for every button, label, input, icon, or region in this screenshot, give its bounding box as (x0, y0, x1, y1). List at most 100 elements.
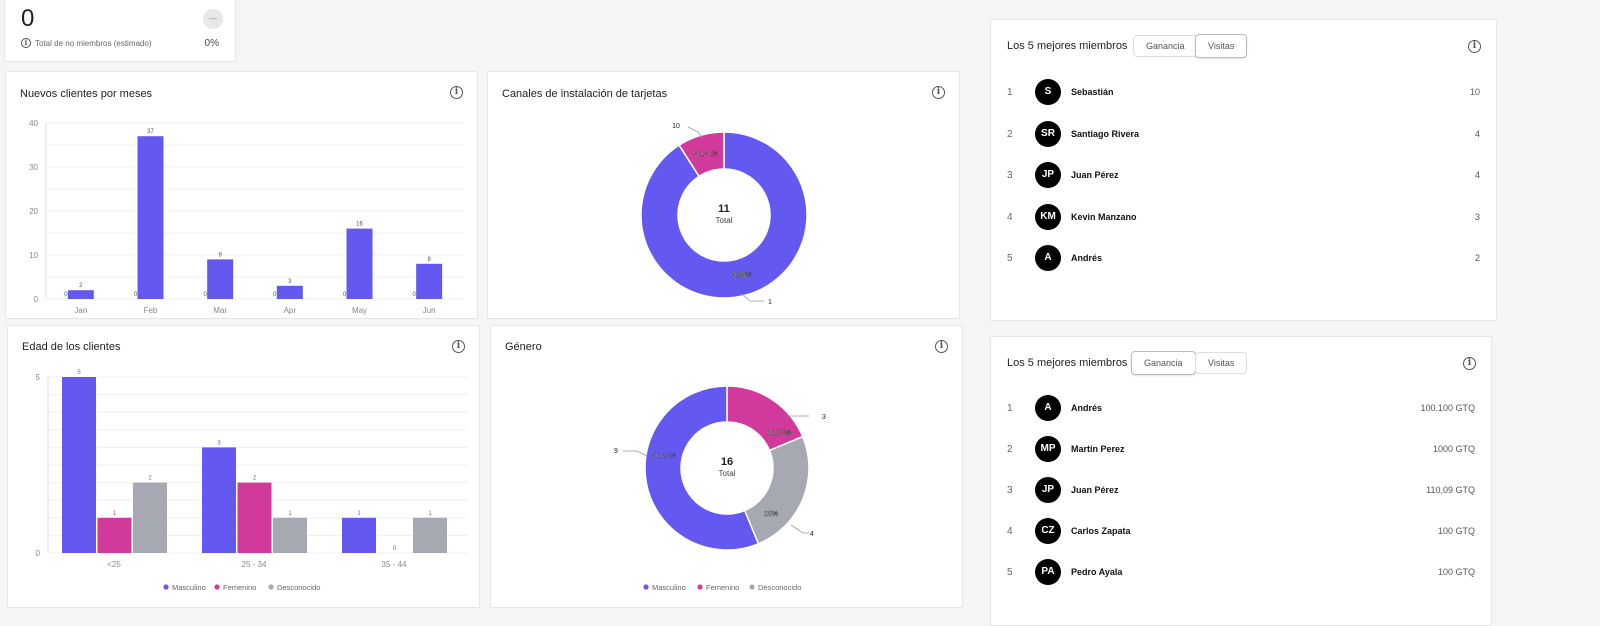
member-rank: 3 (1007, 170, 1013, 181)
card-title: Género (505, 341, 542, 353)
x-tick-label: May (352, 306, 367, 315)
member-rank: 2 (1007, 444, 1013, 455)
member-rank: 1 (1007, 87, 1013, 98)
y-tick-label: 5 (36, 373, 41, 382)
member-rank: 4 (1007, 526, 1013, 537)
non-members-summary-card: 0 — i Total de no miembros (estimado) 0% (4, 0, 236, 62)
x-tick-label: 35 - 44 (382, 560, 407, 569)
data-label: 1 (113, 511, 117, 517)
member-name: Andrés (1071, 253, 1103, 263)
avatar: A (1035, 395, 1061, 421)
slice-count-label: 3 (822, 414, 826, 421)
member-row[interactable]: 1 S Sebastián 10 (991, 79, 1496, 107)
member-name: Carlos Zapata (1071, 526, 1131, 536)
tab-ganancia[interactable]: Ganancia (1133, 35, 1198, 57)
data-label: 9 (218, 252, 222, 258)
data-label: 0 (393, 546, 397, 552)
member-value: 110,09 GTQ (1426, 485, 1475, 495)
member-value: 100 GTQ (1437, 567, 1475, 577)
member-row[interactable]: 5 A Andrés 2 (991, 245, 1496, 273)
slice-count-label: 4 (810, 531, 814, 538)
avatar: SR (1035, 120, 1061, 147)
x-tick-label: <25 (107, 560, 121, 569)
age-bar-chart: 0 5 <25 5 1 2 25 - 34 3 2 1 35 - 44 1 0 1 Masculino Fem… (36, 370, 468, 592)
x-tick-label: Jan (74, 306, 87, 315)
member-name: Juan Pérez (1071, 485, 1119, 495)
bar (97, 517, 132, 553)
info-icon[interactable]: i (21, 38, 31, 48)
donut-slice (743, 435, 810, 545)
member-row[interactable]: 5 PA Pedro Ayala 100 GTQ (991, 559, 1491, 587)
member-row[interactable]: 2 SR Santiago Rivera 4 (991, 120, 1496, 149)
member-rank: 5 (1007, 567, 1013, 578)
legend-label: Femenino (223, 583, 256, 592)
age-clients-card: Edad de los clientes i 0 5 <25 5 1 2 25 - 34 3 2… (7, 325, 480, 608)
member-name: Juan Pérez (1071, 170, 1119, 180)
member-row[interactable]: 4 CZ Carlos Zapata 100 GTQ (991, 518, 1491, 546)
tab-visitas[interactable]: Visitas (1195, 34, 1248, 58)
gender-card: Género i 56,25% 18,75% 25% 9 3 4 Masculino Feme… (490, 325, 963, 608)
bar (346, 228, 373, 299)
member-row[interactable]: 3 JP Juan Pérez 4 (991, 162, 1496, 190)
info-icon[interactable]: i (452, 340, 465, 353)
info-icon[interactable]: i (1468, 40, 1481, 53)
donut-center-label: Total (715, 216, 733, 225)
card-title: Canales de instalación de tarjetas (502, 88, 668, 100)
data-label: 1 (357, 511, 361, 517)
donut-center-label: Total (718, 469, 736, 478)
member-value: 4 (1474, 170, 1480, 180)
legend-swatch (749, 584, 755, 590)
legend-swatch (643, 584, 649, 590)
data-label: 0 (273, 292, 277, 298)
data-label: 0 (64, 292, 68, 298)
data-label: 3 (217, 440, 221, 446)
info-icon[interactable]: i (932, 86, 945, 99)
monthly-bar-chart: 0 10 20 30 40 Jan 0 2 Feb 0 37 Mar 0 9 Apr 0 3 May 0 16 Jun 0… (29, 119, 464, 315)
member-row[interactable]: 4 KM Kevin Manzano 3 (991, 203, 1496, 232)
data-label: 3 (288, 279, 292, 285)
info-icon[interactable]: i (1463, 357, 1476, 370)
avatar: JP (1035, 162, 1061, 188)
member-name: Pedro Ayala (1071, 567, 1123, 577)
info-icon[interactable]: i (450, 86, 463, 99)
y-tick-label: 0 (34, 295, 39, 304)
legend-label: Femenino (706, 583, 739, 592)
y-tick-label: 20 (29, 207, 38, 216)
channels-donut-chart: 90,91% 9,09% 10 1 (640, 123, 808, 306)
avatar: MP (1035, 436, 1061, 462)
legend-swatch (268, 584, 274, 590)
member-rank: 5 (1007, 253, 1013, 264)
legend-label: Desconocido (277, 583, 320, 592)
slice-percent-label: 25% (764, 511, 778, 518)
bar (416, 263, 443, 299)
donut-slice (678, 131, 725, 178)
bar (207, 259, 234, 299)
x-tick-label: Mar (213, 306, 227, 315)
bar (237, 482, 272, 553)
member-value: 3 (1474, 211, 1480, 222)
slice-percent-label: 90,91% (694, 151, 718, 158)
member-value: 10 (1469, 87, 1480, 97)
bar (413, 517, 447, 553)
member-row[interactable]: 1 A Andrés 100.100 GTQ (991, 395, 1491, 423)
member-rank: 2 (1007, 128, 1013, 140)
donut-center-value: 16 (720, 456, 734, 468)
x-tick-label: Jun (423, 306, 436, 315)
card-channels-card: Canales de instalación de tarjetas i 90,… (487, 71, 960, 319)
legend-swatch (697, 584, 703, 590)
leader-line (687, 126, 703, 139)
x-tick-label: Feb (144, 306, 158, 315)
member-row[interactable]: 3 JP Juan Pérez 110,09 GTQ (991, 477, 1491, 505)
member-value: 100.100 GTQ (1420, 403, 1475, 413)
member-row[interactable]: 2 MP Martin Perez 1000 GTQ (991, 436, 1491, 464)
bar (133, 482, 167, 553)
tab-ganancia[interactable]: Ganancia (1131, 351, 1196, 375)
slice-percent-label: 56,25% (652, 453, 676, 460)
data-label: 2 (79, 283, 83, 289)
tab-visitas[interactable]: Visitas (1195, 352, 1248, 374)
legend-swatch (214, 584, 220, 590)
x-tick-label: 25 - 34 (242, 560, 267, 569)
data-label: 2 (148, 476, 152, 482)
info-icon[interactable]: i (935, 340, 948, 353)
member-name: Martin Perez (1071, 444, 1125, 454)
